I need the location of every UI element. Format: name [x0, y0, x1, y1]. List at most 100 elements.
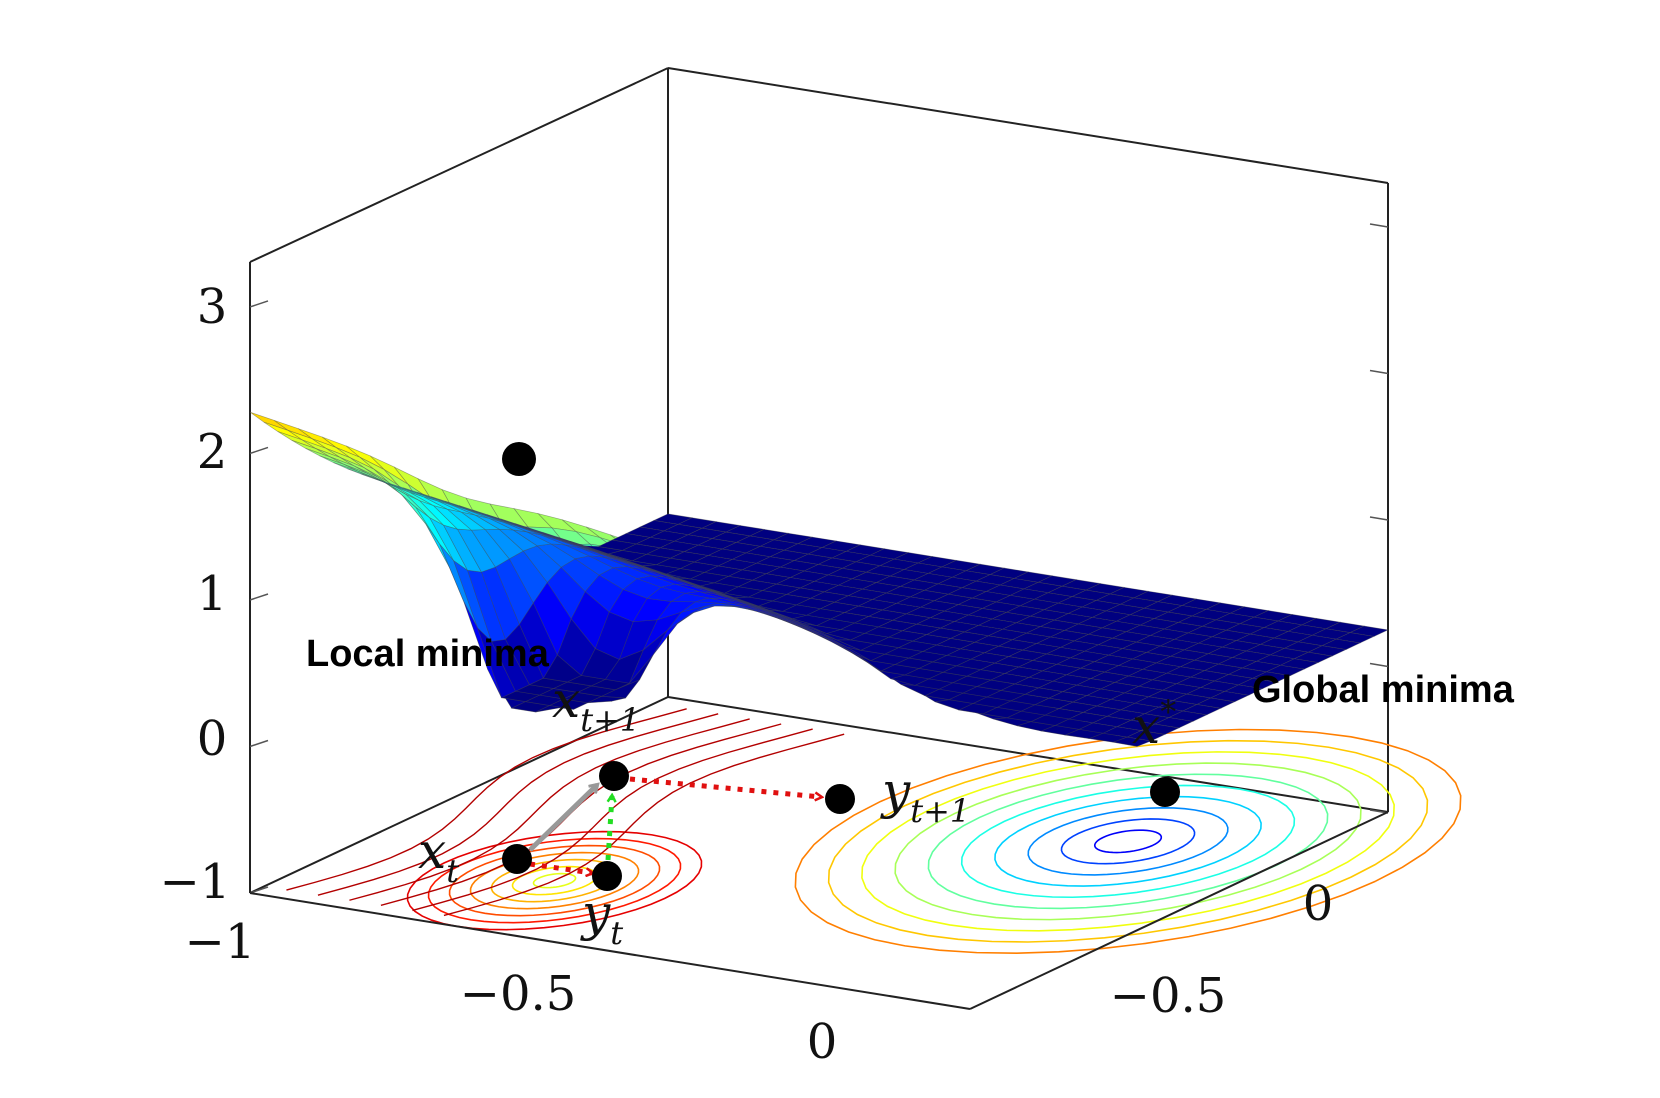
- surface-cell: [1348, 625, 1390, 637]
- contour-line-global: [927, 773, 1329, 910]
- z-tick-mark: [249, 593, 269, 601]
- point-surface-start: [502, 442, 536, 476]
- point-x-t-plus-1: [599, 761, 629, 791]
- label-subscript: t: [610, 914, 623, 952]
- arrow-yt-to-xt1: [605, 796, 612, 861]
- axis-tick-marks: [249, 223, 1389, 894]
- global-minima-annotation: Global minima: [1252, 669, 1515, 711]
- contour-line-global: [994, 795, 1262, 887]
- surface-cell: [1228, 606, 1270, 618]
- update-arrows: [528, 776, 821, 873]
- surface-cell: [1084, 583, 1126, 595]
- z-tick-mark: [249, 886, 269, 894]
- z-tick-label: 0: [197, 711, 228, 767]
- surface-cell: [796, 536, 838, 548]
- contour-line-local: [532, 872, 577, 889]
- contour-line-local: [448, 844, 661, 917]
- arrow-xt-to-yt: [529, 861, 592, 873]
- surface-cell: [1108, 586, 1150, 599]
- point-labels: xt yt xt+1 yt+1 x*: [418, 671, 1176, 952]
- point-x-t: [502, 844, 532, 874]
- contour-line-edge: [443, 733, 845, 917]
- surface-cell: [652, 513, 694, 525]
- label-x-t-plus-1: xt+1: [552, 671, 640, 739]
- point-y-t: [592, 861, 622, 891]
- local-minima-annotation: Local minima: [306, 633, 550, 675]
- surface-cell: [1276, 614, 1318, 626]
- z-tick-label: 2: [197, 424, 228, 480]
- surface-cell: [748, 528, 790, 541]
- contour-line-global: [894, 762, 1362, 921]
- contour-line-edge: [317, 713, 719, 896]
- z-tick-label: 3: [197, 279, 228, 335]
- y-tick-label: 0: [1303, 876, 1334, 932]
- surface-cell: [1060, 579, 1102, 591]
- surface-cell: [724, 525, 766, 537]
- z-tick-mark: [1369, 223, 1389, 228]
- contour-line-global: [794, 728, 1462, 954]
- surface-cell: [916, 556, 958, 568]
- z-tick-mark: [1369, 369, 1389, 375]
- label-base: x: [1132, 697, 1160, 755]
- label-base: y: [880, 762, 911, 820]
- contour-projection: [286, 708, 1462, 954]
- surface-cell: [1180, 598, 1222, 610]
- surface-cell: [1036, 575, 1078, 587]
- contour-line-global: [1093, 829, 1163, 854]
- surface-cell: [249, 411, 289, 431]
- surface-cell: [772, 532, 814, 544]
- surface-cell: [820, 540, 862, 552]
- contour-line-edge: [286, 708, 687, 891]
- point-x-star: [1150, 777, 1180, 807]
- iterate-points: [502, 442, 1180, 891]
- contour-line-global: [1060, 818, 1196, 865]
- arrow-xt1-to-yt1: [629, 776, 821, 797]
- label-y-t: yt: [580, 884, 623, 952]
- label-x-t: xt: [418, 822, 459, 890]
- arrow-xt-to-xt1: [528, 785, 597, 852]
- contour-line-global: [960, 784, 1296, 899]
- z-tick-label: 1: [197, 566, 228, 622]
- surface-cell: [1252, 610, 1294, 622]
- z-tick-mark: [249, 446, 269, 455]
- contour-line-local: [406, 830, 703, 931]
- label-y-t-plus-1: yt+1: [880, 762, 970, 830]
- z-tick-mark: [1369, 516, 1389, 521]
- contour-line-global: [827, 739, 1429, 943]
- label-subscript: t: [446, 852, 459, 890]
- contour-line-edge: [349, 718, 750, 901]
- point-y-t-plus-1: [825, 784, 855, 814]
- x-tick-label: −0.5: [460, 966, 577, 1022]
- surface-cell: [1132, 590, 1174, 602]
- z-tick-mark: [249, 739, 269, 748]
- surface-cell: [1324, 621, 1366, 633]
- y-tick-label: −0.5: [1110, 968, 1227, 1024]
- contour-line-global: [861, 751, 1395, 932]
- surface-cell: [868, 548, 910, 560]
- surface-cell: [844, 544, 886, 556]
- label-base: x: [552, 671, 580, 729]
- label-subscript: t+1: [910, 792, 970, 830]
- label-superscript: *: [1160, 693, 1176, 731]
- surface-cell: [892, 552, 934, 564]
- surface-mesh: [249, 411, 1390, 747]
- contour-line-edge: [412, 728, 813, 912]
- surface-cell: [1300, 617, 1342, 630]
- surface-cell: [964, 563, 1006, 575]
- label-base: y: [580, 884, 611, 942]
- z-tick-mark: [1369, 662, 1389, 668]
- z-tick-mark: [249, 300, 269, 308]
- surface-cell: [700, 521, 742, 533]
- contour-line-global: [1027, 806, 1229, 876]
- axis-box-front: [249, 811, 1389, 1010]
- surface-cell: [1156, 594, 1198, 606]
- label-subscript: t+1: [580, 701, 640, 739]
- label-x-star: x*: [1132, 693, 1176, 755]
- surface-cell: [1012, 571, 1054, 583]
- axis-tick-labels: 3 2 1 0 −1 −1 −0.5 0 −0.5 0: [160, 279, 1334, 1070]
- x-tick-label: −1: [185, 914, 256, 970]
- surface-cell: [1204, 602, 1246, 614]
- z-tick-label: −1: [160, 854, 231, 910]
- x-tick-label: 0: [807, 1014, 838, 1070]
